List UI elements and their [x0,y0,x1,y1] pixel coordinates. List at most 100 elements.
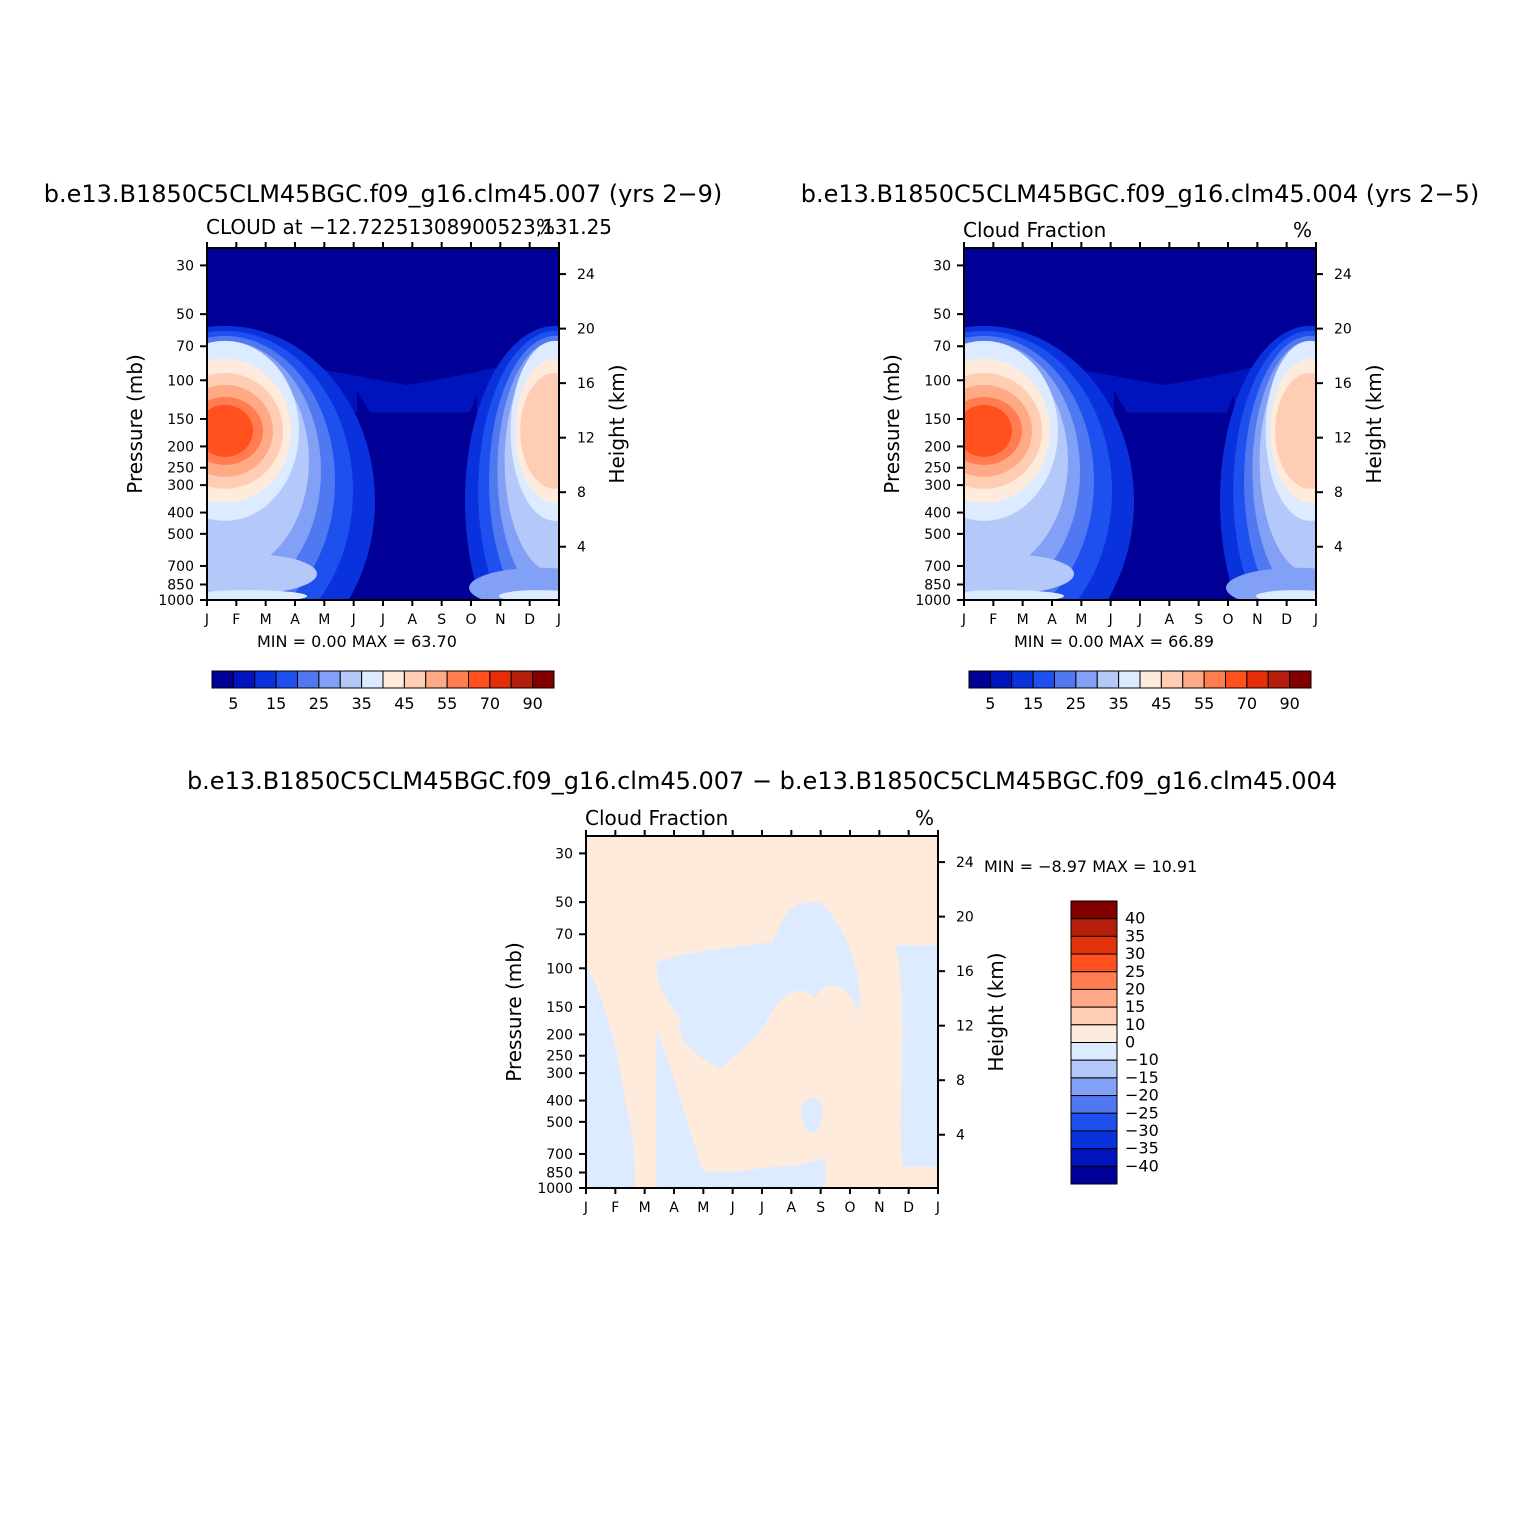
x-tick-label: M [260,612,272,628]
colorbar-tick-label: 25 [1066,694,1086,713]
colorbar-swatch [1070,1059,1118,1079]
x-tick-label: S [816,1200,825,1216]
contour-lowcloud-right-core [499,590,559,600]
contour-level-right-7 [520,372,559,489]
colorbar-tick-label: −20 [1125,1086,1159,1105]
y-tick-label: 100 [546,961,573,977]
x-tick-label: M [639,1200,651,1216]
colorbar-swatch [1096,670,1120,689]
colorbar-tick-label: 5 [985,694,995,713]
y-tick-label: 200 [167,439,194,455]
colorbar-tick-label: −30 [1125,1121,1159,1140]
colorbar-swatch [489,670,512,689]
y-right-tick-label: 24 [956,855,974,871]
y-tick-label: 200 [546,1027,573,1043]
colorbar-tick-label: −40 [1125,1156,1159,1175]
colorbar-tick-label: −25 [1125,1103,1159,1122]
contour-field [207,248,559,600]
y-tick-label: 150 [924,412,951,428]
colorbar-swatch [382,670,405,689]
colorbar-tick-label: 10 [1125,1015,1145,1034]
x-tick-label: M [1075,612,1087,628]
x-tick-label: M [697,1200,709,1216]
y-tick-label: 500 [924,527,951,543]
chart-subtitle: Cloud Fraction [585,806,728,830]
y-right-tick-label: 8 [1334,485,1343,501]
colorbar-swatch [1070,988,1118,1008]
y-tick-label: 850 [546,1165,573,1181]
y-tick-label: 250 [546,1049,573,1065]
colorbar-swatch [1160,670,1184,689]
units-label: % [915,806,934,830]
y-tick-label: 70 [933,339,951,355]
y-tick-label: 850 [167,577,194,593]
y-tick-label: 700 [546,1147,573,1163]
contour-lowcloud-right-core [1256,590,1316,600]
difference-field [586,836,938,1188]
y-right-axis-label: Height (km) [605,364,629,483]
colorbar-tick-label: 15 [1023,694,1043,713]
y-tick-label: 50 [933,307,951,323]
y-axis-label: Pressure (mb) [880,354,904,494]
x-tick-label: J [380,612,385,628]
x-tick-label: M [1017,612,1029,628]
x-tick-label: J [1313,612,1318,628]
contour-lowcloud-left-core [964,590,1064,600]
colorbar-swatch [1070,1024,1118,1043]
x-tick-label: F [989,612,997,628]
contour-lowcloud-right [1226,567,1316,600]
colorbar-swatch [339,670,363,689]
y-tick-label: 700 [924,559,951,575]
x-tick-label: F [611,1200,619,1216]
colorbar-swatch [1070,1006,1118,1026]
x-tick-label: N [1252,612,1262,628]
colorbar-tick-label: −10 [1125,1050,1159,1069]
colorbar-swatch [1070,1165,1118,1185]
colorbar-swatch [1246,670,1269,689]
colorbar-swatch [510,670,534,689]
y-tick-label: 150 [167,412,194,428]
colorbar-swatch [1054,670,1077,689]
y-tick-label: 1000 [537,1181,573,1197]
y-right-tick-label: 20 [577,322,595,338]
y-right-tick-label: 4 [956,1128,965,1144]
x-tick-label: O [465,612,476,628]
y-tick-label: 300 [924,478,951,494]
y-right-tick-label: 4 [1334,540,1343,556]
y-right-tick-label: 8 [956,1073,965,1089]
colorbar-swatch [1203,670,1226,689]
y-right-tick-label: 12 [956,1019,974,1035]
diff-negative-upper [656,902,861,1069]
diff-negative-lower [656,1029,826,1188]
contour-level-right-7 [1275,372,1316,489]
colorbar-swatch [468,670,491,689]
colorbar-swatch [1070,935,1118,955]
y-tick-label: 70 [555,927,573,943]
x-tick-label: J [961,612,966,628]
colorbar-tick-label: 45 [394,694,414,713]
x-tick-label: F [232,612,240,628]
y-tick-label: 100 [924,373,951,389]
y-tick-label: 30 [176,258,194,274]
colorbar-tick-label: 40 [1125,909,1145,928]
colorbar-tick-label: 35 [351,694,371,713]
colorbar-swatch [254,670,277,689]
y-tick-label: 200 [924,439,951,455]
y-tick-label: 50 [176,307,194,323]
y-tick-label: 400 [546,1094,573,1110]
x-tick-label: D [903,1200,914,1216]
colorbar-swatch [1267,670,1291,689]
colorbar-tick-label: −15 [1125,1068,1159,1087]
colorbar-tick-label: 35 [1108,694,1128,713]
chart-subtitle: Cloud Fraction [963,218,1106,242]
diff-negative-right [895,945,938,1167]
y-right-tick-label: 24 [1334,267,1352,283]
x-tick-label: M [318,612,330,628]
x-tick-label: J [351,612,356,628]
y-tick-label: 30 [555,846,573,862]
contour-lowcloud-left [964,553,1074,594]
x-tick-label: J [759,1200,764,1216]
contour-lowcloud-right [469,567,559,600]
y-right-tick-label: 24 [577,267,595,283]
